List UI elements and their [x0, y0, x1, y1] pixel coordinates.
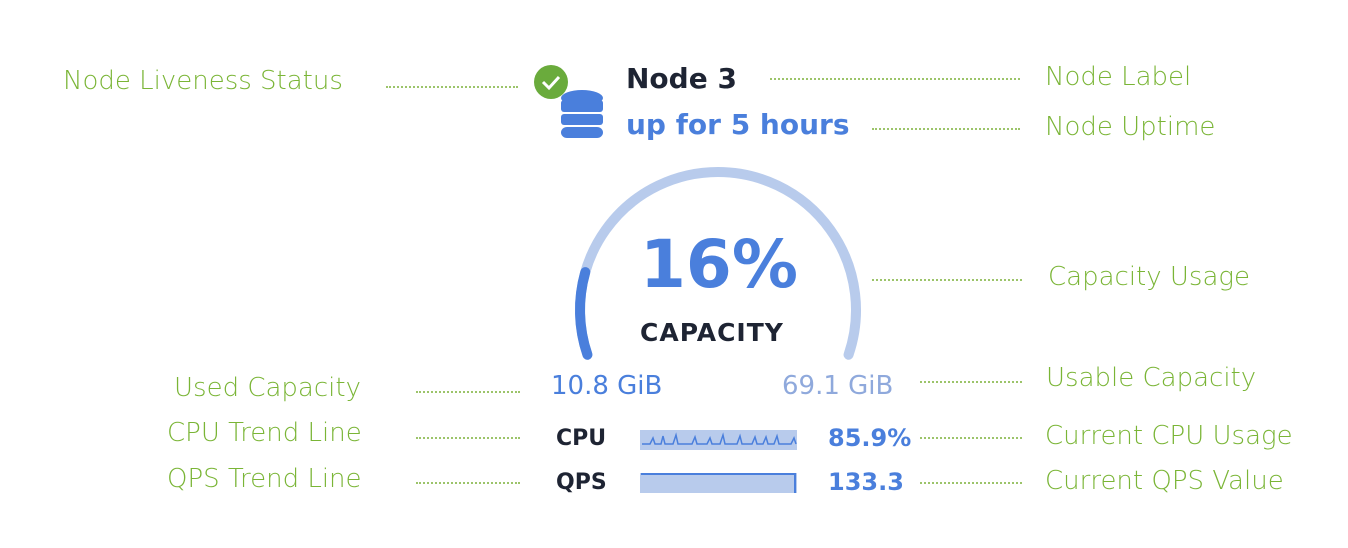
leader-line	[770, 78, 1020, 80]
capacity-arc-fill	[575, 267, 593, 360]
database-icon	[561, 90, 603, 138]
annotation-cpu-current: Current CPU Usage	[1045, 421, 1293, 451]
annotation-liveness: Node Liveness Status	[63, 66, 343, 96]
used-capacity: 10.8 GiB	[551, 371, 663, 401]
leader-line	[920, 381, 1022, 383]
annotation-qps-current: Current QPS Value	[1045, 466, 1284, 496]
node-uptime: up for 5 hours	[626, 108, 850, 141]
qps-value: 133.3	[828, 468, 904, 496]
cpu-sparkline	[642, 432, 797, 445]
leader-line	[386, 86, 518, 88]
annotation-used-capacity: Used Capacity	[174, 373, 361, 403]
annotation-uptime: Node Uptime	[1045, 112, 1216, 142]
qps-label: QPS	[556, 470, 607, 495]
leader-line	[920, 437, 1022, 439]
qps-sparkline-bg	[640, 473, 797, 493]
leader-line	[416, 391, 520, 393]
leader-line	[416, 437, 520, 439]
annotation-qps-trend: QPS Trend Line	[167, 464, 362, 494]
leader-line	[920, 482, 1022, 484]
leader-line	[872, 279, 1022, 281]
leader-line	[872, 128, 1020, 130]
qps-sparkline	[641, 473, 796, 493]
cpu-value: 85.9%	[828, 424, 912, 452]
capacity-percent: 16%	[640, 226, 798, 303]
cpu-label: CPU	[556, 426, 607, 451]
annotation-cpu-trend: CPU Trend Line	[167, 418, 362, 448]
check-circle-icon	[534, 65, 568, 99]
leader-line	[416, 482, 520, 484]
annotation-capacity-usage: Capacity Usage	[1048, 262, 1250, 292]
node-label: Node 3	[626, 62, 737, 95]
capacity-label: CAPACITY	[640, 318, 784, 347]
usable-capacity: 69.1 GiB	[782, 371, 894, 401]
cpu-sparkline-bg	[640, 430, 797, 450]
annotation-label: Node Label	[1045, 62, 1192, 92]
annotation-usable-capacity: Usable Capacity	[1046, 363, 1257, 393]
